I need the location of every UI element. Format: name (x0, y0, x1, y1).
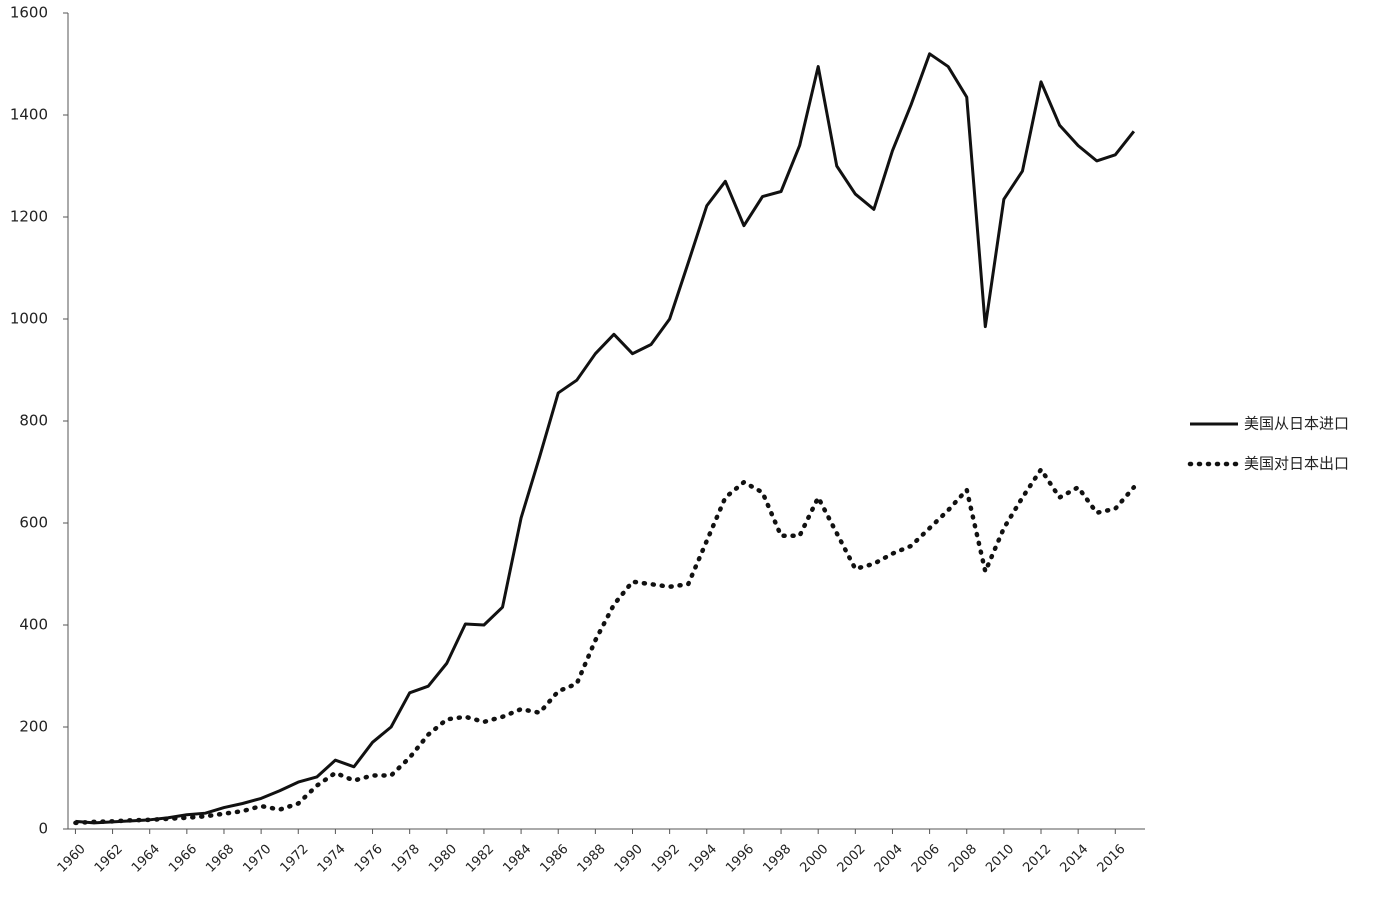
x-tick-label: 2014 (1057, 842, 1091, 876)
x-tick-label: 1974 (315, 842, 349, 876)
x-tick-label: 1982 (463, 842, 497, 876)
x-tick-label: 1980 (426, 842, 460, 876)
y-tick-label: 1600 (10, 4, 48, 22)
x-tick-label: 1960 (55, 842, 89, 876)
x-tick-label: 1968 (203, 842, 237, 876)
x-tick-label: 1986 (538, 842, 572, 876)
x-tick-label: 1996 (723, 842, 757, 876)
y-tick-label: 0 (38, 820, 48, 838)
x-tick-label: 2016 (1095, 842, 1129, 876)
x-tick-label: 2006 (909, 842, 943, 876)
x-tick-label: 1964 (129, 842, 163, 876)
x-tick-label: 1978 (389, 842, 423, 876)
x-tick-label: 2012 (1020, 842, 1054, 876)
x-tick-label: 1988 (575, 842, 609, 876)
legend-label: 美国对日本出口 (1244, 455, 1349, 473)
x-tick-label: 1972 (278, 842, 312, 876)
x-tick-label: 1992 (649, 842, 683, 876)
y-tick-label: 400 (19, 616, 48, 634)
legend-label: 美国从日本进口 (1244, 415, 1349, 433)
x-tick-label: 2000 (797, 842, 831, 876)
x-tick-label: 1990 (612, 842, 646, 876)
y-tick-label: 600 (19, 514, 48, 532)
y-tick-label: 1400 (10, 106, 48, 124)
x-tick-label: 2010 (983, 842, 1017, 876)
x-tick-label: 1966 (166, 842, 200, 876)
x-tick-label: 1970 (240, 842, 274, 876)
line-series (75, 52, 1136, 825)
y-tick-label: 200 (19, 718, 48, 736)
x-tick-label: 1984 (500, 842, 534, 876)
x-tick-label: 1962 (92, 842, 126, 876)
y-tick-label: 1000 (10, 310, 48, 328)
y-tick-label: 1200 (10, 208, 48, 226)
line-series (73, 465, 1137, 826)
x-tick-label: 2008 (946, 842, 980, 876)
x-tick-label: 2002 (835, 842, 869, 876)
x-tick-label: 1994 (686, 842, 720, 876)
x-tick-label: 1976 (352, 842, 386, 876)
y-tick-label: 800 (19, 412, 48, 430)
x-tick-label: 1998 (760, 842, 794, 876)
x-tick-label: 2004 (872, 842, 906, 876)
